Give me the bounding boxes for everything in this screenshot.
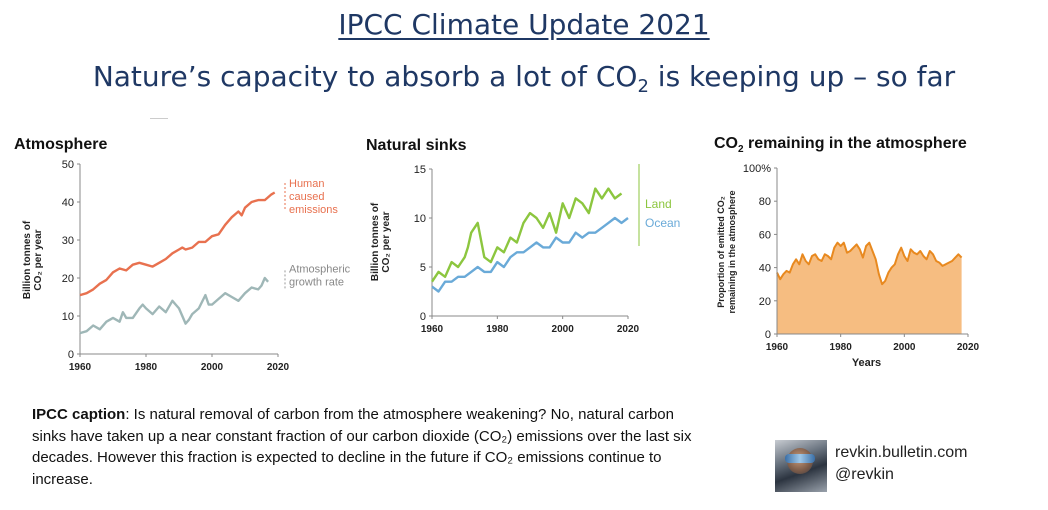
chart-title-subscript: 2 [738,144,744,155]
divider [150,118,168,119]
y-axis-label: Proportion of emitted CO₂remaining in th… [716,190,737,313]
growth-rate-line [79,276,270,335]
legend-growth-rate: growth rate [289,276,344,288]
x-tick-label: 2020 [617,324,640,335]
y-tick-label: 100% [743,163,771,175]
page-title: IPCC Climate Update 2021 [338,8,710,41]
y-tick-label: 0 [765,329,771,341]
co2-remaining-chart: CO2 remaining in the atmosphereProportio… [714,135,980,369]
x-tick-label: 2020 [957,342,980,353]
emissions-line [79,191,276,297]
remaining-line [776,241,963,286]
y-axis-label-line-2: remaining in the atmosphere [727,190,737,313]
x-axis-label: Years [852,357,881,369]
legend-ocean: Ocean [645,216,680,230]
y-axis-label-line-1: Billion tonnes of [370,202,381,281]
legend-emissions: Human [289,178,324,190]
x-tick-label: 1960 [69,362,92,373]
y-axis-label: Billion tonnes ofCO₂ per year [370,202,392,281]
atmosphere-chart: Atmosphere Billion tonnes ofCO₂ per year 0… [14,136,351,373]
y-tick-label: 15 [414,164,426,176]
legend-emissions: caused [289,191,324,203]
caption-text: : Is natural removal of carbon from the … [32,406,692,488]
y-tick-label: 0 [68,349,74,361]
y-axis-label-line-2: CO₂ per year [381,211,392,272]
subtitle-subscript: 2 [637,76,649,97]
y-tick-label: 40 [759,263,771,275]
x-tick-label: 1980 [486,324,509,335]
x-tick-label: 1980 [830,342,853,353]
legend-land: Land [645,197,672,211]
y-axis-label: Billion tonnes ofCO₂ per year [22,220,44,299]
y-tick-label: 10 [62,311,74,323]
x-tick-label: 1980 [135,362,158,373]
chart-title-end: remaining in the atmosphere [744,135,967,152]
y-tick-label: 20 [759,296,771,308]
x-tick-label: 2020 [267,362,290,373]
chart-title: Natural sinks [366,137,467,154]
chart-title: Atmosphere [14,136,107,153]
y-tick-label: 50 [62,159,74,171]
y-tick-label: 80 [759,196,771,208]
y-tick-label: 20 [62,273,74,285]
caption: IPCC caption: Is natural removal of carb… [32,404,712,490]
avatar [775,440,827,492]
subtitle-end: is keeping up – so far [648,60,956,93]
caption-label: IPCC caption [32,406,126,423]
ocean-line [431,216,629,293]
y-axis-label-line-1: Billion tonnes of [22,220,33,299]
y-tick-label: 10 [414,213,426,225]
x-tick-label: 2000 [893,342,916,353]
natural-sinks-chart: Natural sinks Billion tonnes ofCO₂ per ye… [366,137,680,335]
subtitle-start: Nature’s capacity to absorb a lot of CO [92,60,638,93]
credit-url[interactable]: revkin.bulletin.com [835,444,968,461]
x-tick-label: 2000 [552,324,575,335]
y-tick-label: 5 [420,262,426,274]
land-line [430,187,623,283]
page-subtitle: Nature’s capacity to absorb a lot of CO2… [0,60,1048,97]
x-tick-label: 2000 [201,362,224,373]
legend-growth-rate: Atmospheric [289,263,351,275]
chart-title-start: CO [714,135,738,152]
credit-handle[interactable]: @revkin [835,466,894,483]
x-tick-label: 1960 [421,324,444,335]
y-tick-label: 0 [420,311,426,323]
y-tick-label: 60 [759,229,771,241]
y-tick-label: 30 [62,235,74,247]
y-axis-label-line-1: Proportion of emitted CO₂ [716,196,726,308]
legend-emissions: emissions [289,204,338,216]
chart-title: CO2 remaining in the atmosphere [714,135,967,155]
y-tick-label: 40 [62,197,74,209]
x-tick-label: 1960 [766,342,789,353]
remaining-area [777,242,962,334]
y-axis-label-line-2: CO₂ per year [33,229,44,290]
